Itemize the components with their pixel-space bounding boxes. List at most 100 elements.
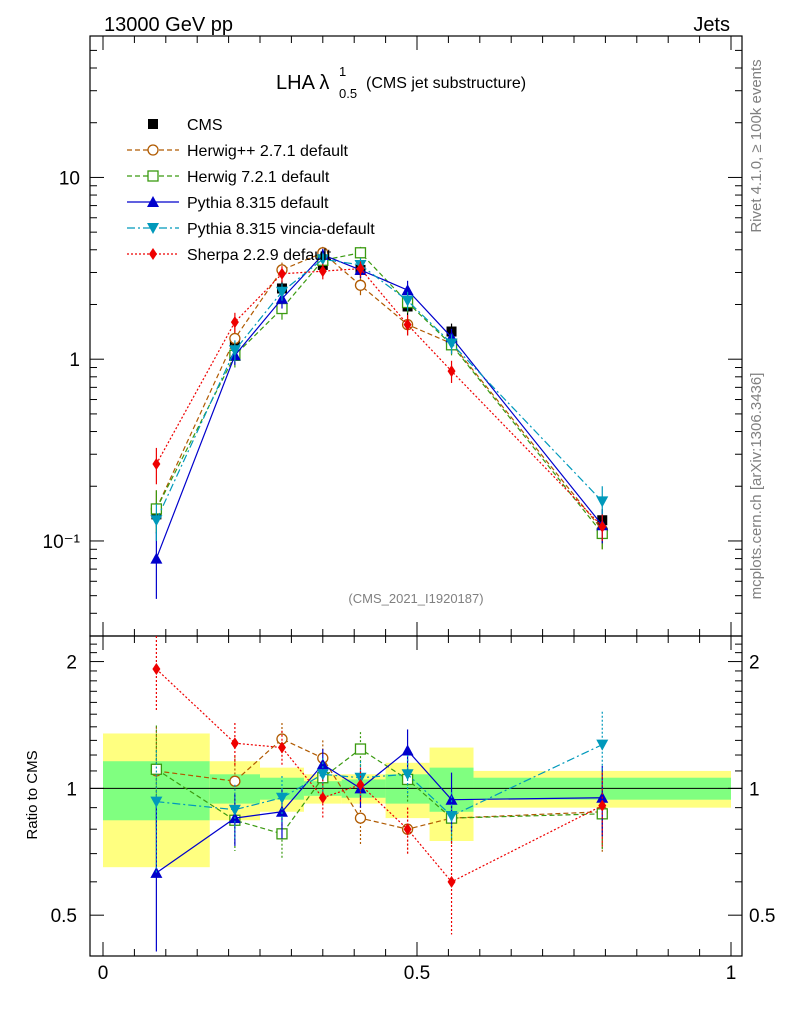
legend-label-herwigpp: Herwig++ 2.7.1 default [187,143,349,160]
ratio-line-vincia [156,744,603,817]
ratio-point-herwigpp [229,775,241,787]
ratio-series-vincia [150,711,609,873]
ratio-line-sherpa [155,668,603,883]
ratio-series-sherpa [152,636,607,935]
ratio-point-vincia [275,792,288,804]
ratio-point-herwig7 [150,763,163,775]
x-tick-label: 0.5 [404,963,430,984]
point-pythia [401,284,414,296]
ratio-point-herwig7 [354,743,367,755]
legend-entry-vincia: Pythia 8.315 vincia-default [127,221,375,238]
main-y-tick-label: 1 [69,350,80,371]
plot-title-sup: 1 [339,64,346,79]
main-y-tick-label: 10⁻¹ [43,532,81,553]
ratio-point-sherpa [356,778,365,791]
point-sherpa [356,262,365,275]
ratio-point-pythia [401,744,414,756]
point-sherpa [447,365,456,378]
ratio-point-sherpa [230,737,239,750]
main-y-tick-label: 10 [59,168,80,189]
ratio-point-vincia [354,772,367,784]
main-panel: 10⁻¹ 1 10 [43,35,743,956]
point-vincia [401,295,414,307]
point-vincia [316,254,329,266]
point-sherpa [277,267,286,280]
series-herwigpp [150,246,608,550]
legend-marker-sherpa [149,248,157,260]
legend-marker-pythia [147,196,159,207]
ratio-point-sherpa [277,741,286,754]
legend-entry-sherpa: Sherpa 2.2.9 default [127,247,332,264]
point-sherpa [598,520,607,533]
legend-marker-herwigpp [147,144,159,156]
ratio-point-vincia [316,769,329,781]
point-vincia [275,286,288,298]
ratio-frame [89,635,743,957]
plot-title: LHA λ 1 0.5 (CMS jet substructure) [276,64,526,101]
legend-label-vincia: Pythia 8.315 vincia-default [187,221,375,238]
ratio-point-sherpa [598,799,607,812]
legend-entry-pythia: Pythia 8.315 default [127,195,329,212]
plot-title-sub: 0.5 [339,86,357,101]
point-vincia [596,496,609,508]
ratio-y-tick-label: 1 [66,779,77,800]
plot-title-main: LHA λ [276,72,329,94]
ratio-point-vincia [150,796,163,808]
ratio-line-herwig7 [156,748,603,835]
analysis-id: (CMS_2021_I1920187) [348,591,483,606]
ratio-y-tick-label-right: 1 [749,779,760,800]
point-sherpa [230,316,239,329]
rivet-label: Rivet 4.1.0, ≥ 100k events [748,59,765,232]
point-sherpa [403,318,412,331]
point-sherpa [152,458,161,471]
ratio-point-sherpa [318,791,327,804]
ratio-panel: 0 0.5 1 0.5 0.5 1 1 2 2 [51,635,775,984]
series-vincia [150,252,609,541]
series-line-herwigpp [155,252,603,531]
legend-entry-herwigpp: Herwig++ 2.7.1 default [127,143,349,160]
legend-label-pythia: Pythia 8.315 default [187,195,329,212]
mcplots-label: mcplots.cern.ch [arXiv:1306.3436] [748,373,765,600]
legend-marker-vincia [147,223,159,234]
point-pythia [150,552,163,564]
point-sherpa [318,265,327,278]
header-left: 13000 GeV pp [104,14,233,36]
ratio-y-tick-label: 2 [66,653,77,674]
x-tick-label: 1 [726,963,737,984]
point-vincia [150,515,163,527]
ratio-point-sherpa [152,663,161,676]
series-sherpa [152,261,607,541]
ratio-line-herwigpp [156,738,603,830]
legend-marker-herwig7 [147,170,159,182]
point-vincia [445,338,458,350]
ratio-point-vincia [401,769,414,781]
legend-entry-cms: CMS [148,117,223,134]
legend-entry-herwig7: Herwig 7.2.1 default [127,169,330,186]
series-herwig7 [150,246,608,550]
ratio-point-vincia [445,810,458,822]
series-pythia [150,248,609,599]
series-line-vincia [155,258,603,521]
legend-marker-cms [148,119,158,129]
legend: CMS Herwig++ 2.7.1 default Herwig 7.2.1 de… [127,117,375,264]
ratio-y-tick-label-right: 0.5 [749,906,775,927]
ratio-point-pythia [445,793,458,805]
series-line-herwig7 [155,252,603,534]
plot-title-suffix: (CMS jet substructure) [366,75,526,92]
ratio-point-herwigpp [354,812,367,824]
ratio-y-tick-label: 0.5 [51,906,77,927]
legend-label-herwig7: Herwig 7.2.1 default [187,169,330,186]
x-tick-label: 0 [98,963,109,984]
header-right: Jets [693,14,730,36]
point-vincia [228,345,241,357]
point-herwig7 [354,247,367,259]
ratio-point-sherpa [403,823,412,836]
series-line-sherpa [155,268,603,527]
ratio-point-pythia [275,805,288,817]
ratio-point-vincia [228,804,241,816]
ratio-y-tick-label-right: 2 [749,653,760,674]
ratio-point-sherpa [447,875,456,888]
ratio-ylabel: Ratio to CMS [24,750,41,839]
point-herwigpp [354,279,367,291]
